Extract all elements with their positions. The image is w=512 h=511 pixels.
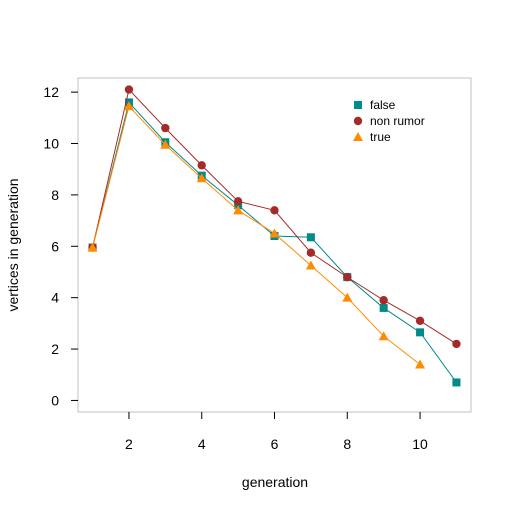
data-point — [452, 339, 461, 349]
data-point — [123, 101, 134, 111]
series-non-rumor — [88, 85, 461, 349]
y-tick-label: 0 — [51, 392, 59, 408]
legend-label: non rumor — [370, 114, 425, 128]
data-point — [379, 303, 388, 312]
data-point — [269, 228, 280, 238]
y-axis: 0 2 4 6 8 10 12 — [43, 84, 78, 408]
data-point — [415, 316, 425, 325]
data-point — [87, 242, 98, 252]
series-true — [87, 101, 426, 369]
y-axis-label: vertices in generation — [5, 178, 21, 311]
x-tick-label: 2 — [125, 436, 133, 452]
data-point — [233, 197, 243, 206]
series-line — [92, 101, 457, 383]
legend-marker — [354, 101, 362, 109]
data-point — [379, 296, 388, 305]
data-point — [378, 331, 389, 341]
legend: false non rumor true — [353, 98, 425, 144]
series-false — [88, 98, 461, 387]
data-point — [161, 123, 170, 133]
y-tick-label: 12 — [43, 84, 59, 100]
x-tick-label: 6 — [271, 436, 279, 452]
data-point — [124, 85, 134, 94]
plot-frame — [77, 77, 472, 413]
legend-marker — [353, 116, 363, 126]
data-point — [416, 328, 425, 337]
series-line — [92, 105, 421, 365]
data-point — [415, 359, 426, 369]
x-tick-label: 4 — [198, 436, 206, 452]
legend-marker — [353, 132, 363, 141]
data-point — [343, 272, 352, 282]
data-point — [233, 205, 244, 215]
y-tick-label: 2 — [51, 341, 59, 357]
data-point — [160, 139, 171, 149]
data-point — [305, 260, 316, 270]
x-tick-label: 8 — [343, 436, 351, 452]
x-axis: 2 4 6 8 10 — [125, 412, 428, 452]
legend-label: false — [370, 98, 396, 112]
y-tick-label: 4 — [51, 290, 59, 306]
x-axis-label: generation — [242, 474, 308, 490]
data-point — [270, 206, 279, 215]
data-point — [342, 292, 353, 302]
y-tick-label: 6 — [51, 238, 59, 254]
data-point — [306, 233, 315, 242]
data-point — [452, 378, 461, 387]
data-point — [196, 173, 207, 183]
data-point — [306, 248, 316, 257]
data-point — [197, 161, 206, 170]
series-layer — [87, 85, 461, 387]
y-tick-label: 10 — [43, 136, 59, 152]
y-tick-label: 8 — [51, 187, 59, 203]
x-tick-label: 10 — [412, 436, 428, 452]
legend-label: true — [370, 130, 391, 144]
